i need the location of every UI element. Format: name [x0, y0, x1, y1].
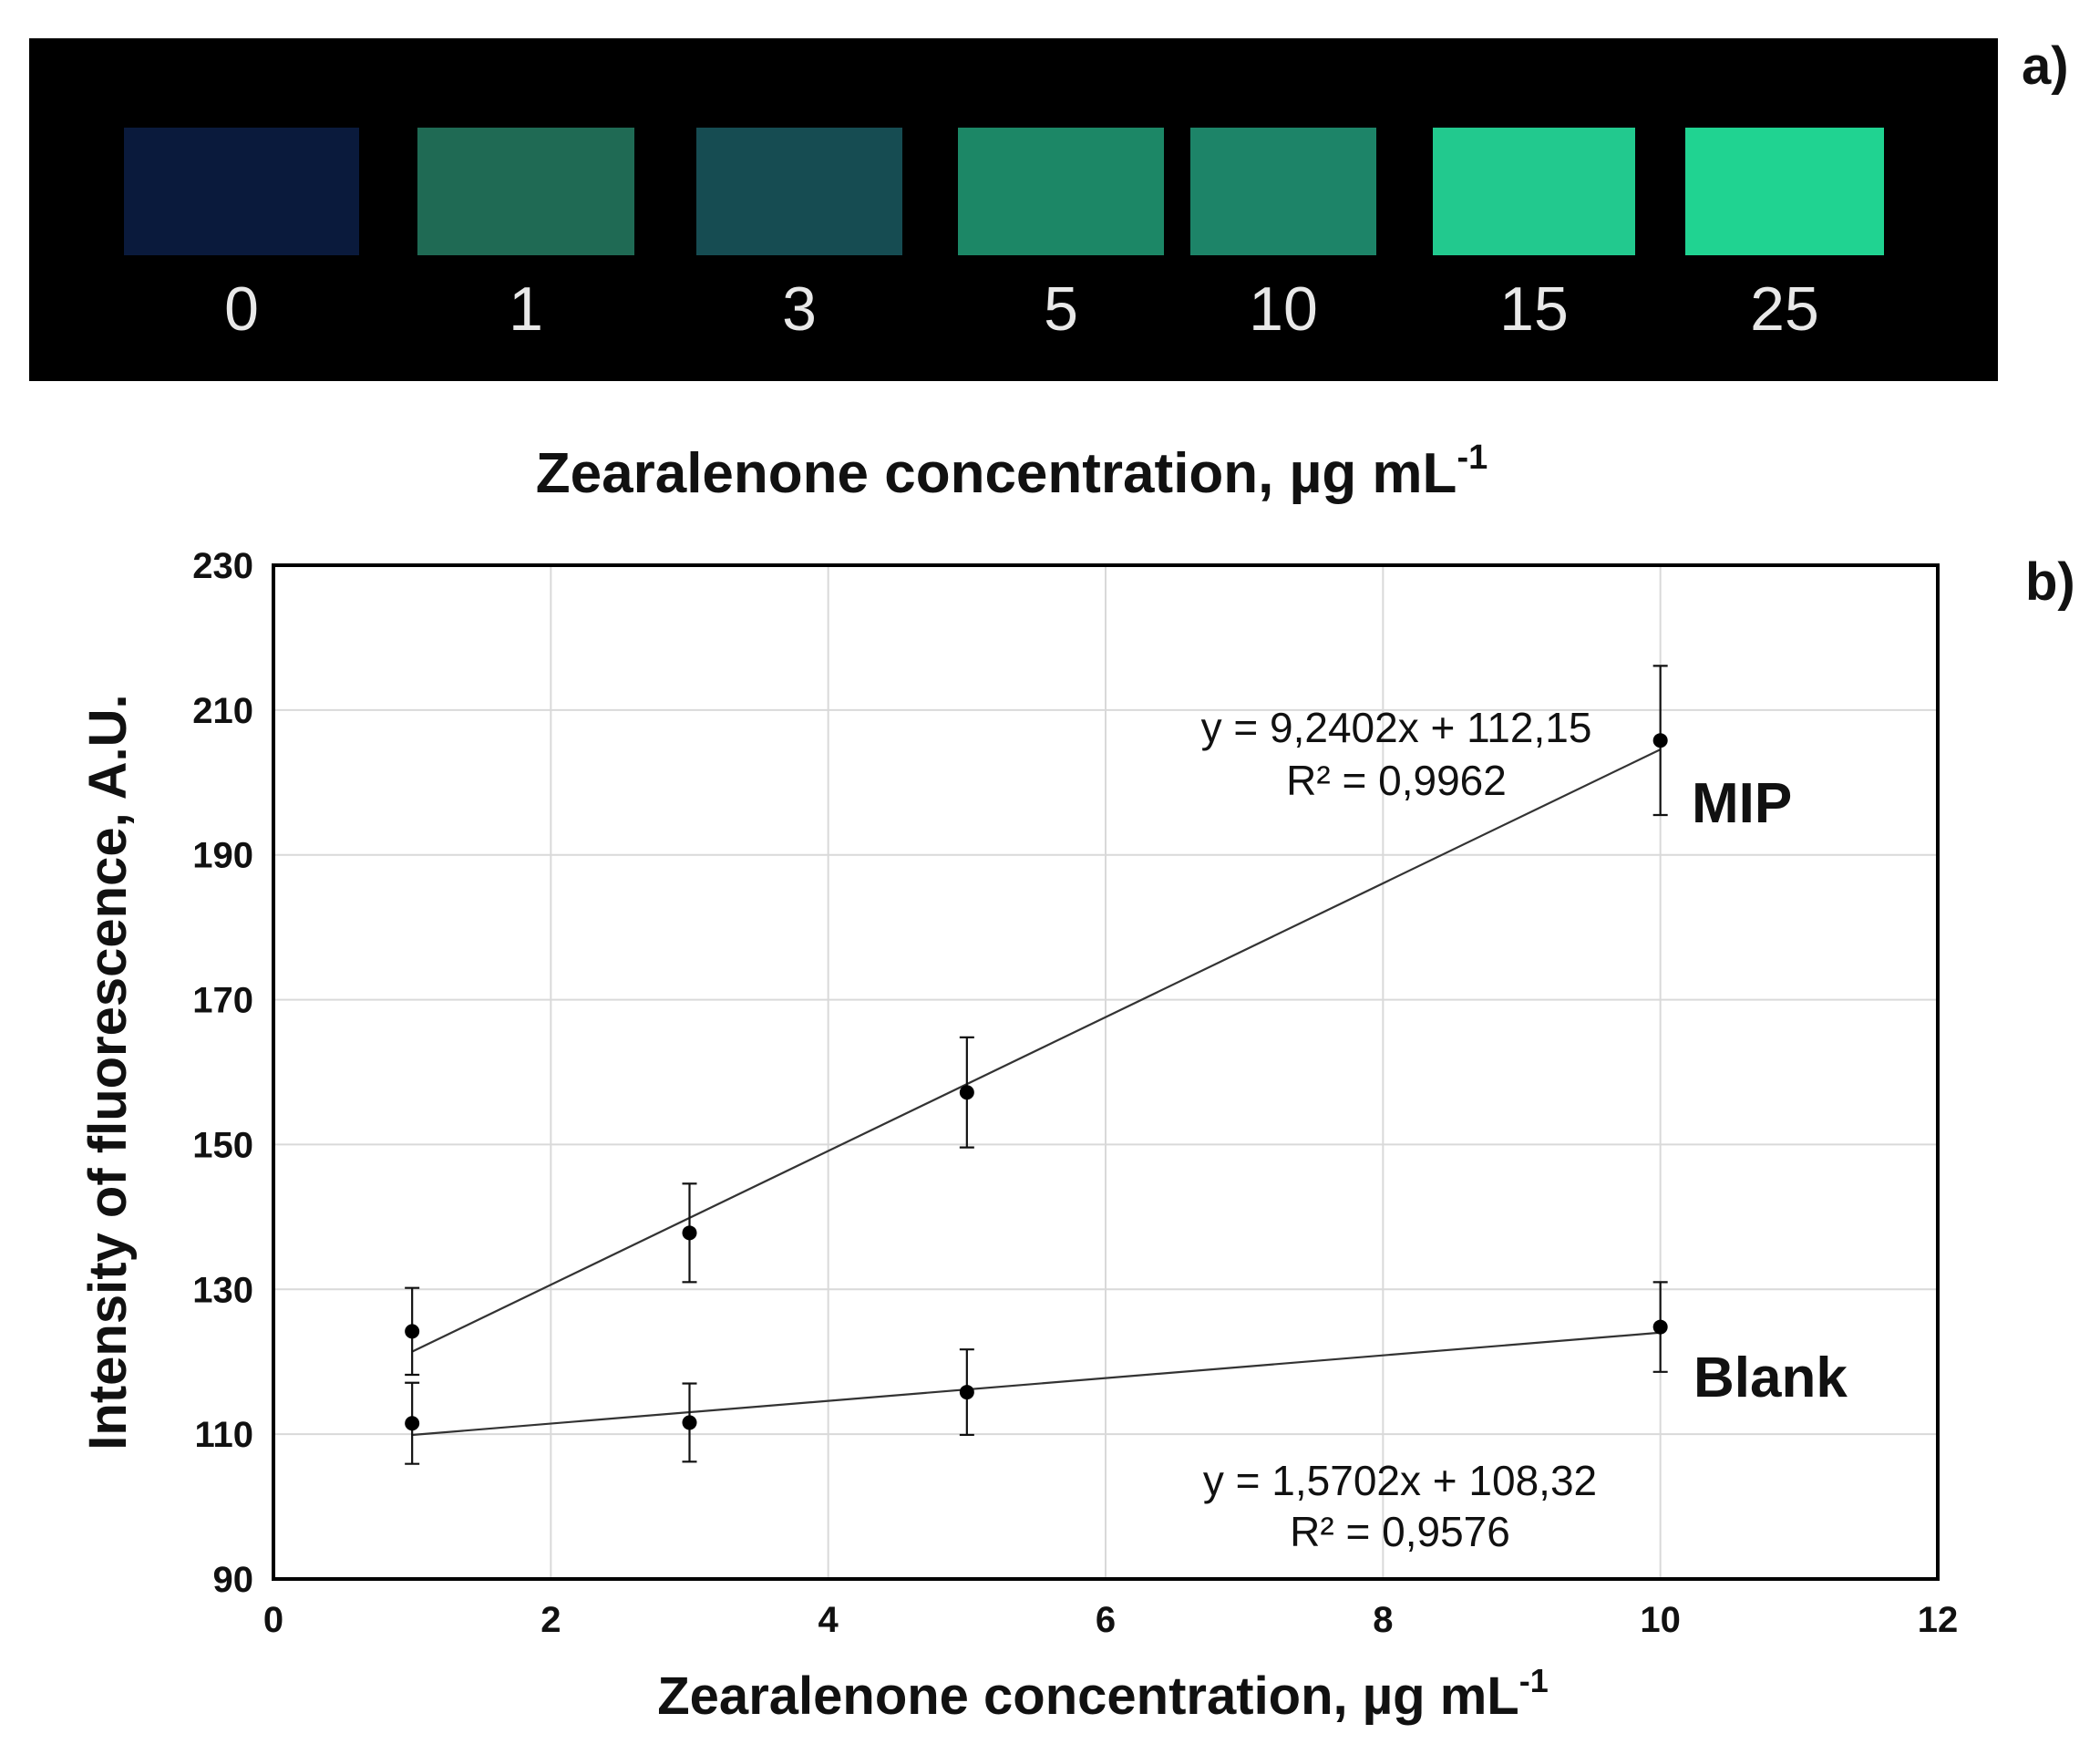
strip-label-10: 10 — [1249, 274, 1318, 344]
blank-point-3 — [682, 1415, 697, 1430]
strip-label-1: 1 — [509, 274, 543, 344]
strip-label-5: 5 — [1044, 274, 1078, 344]
blank-trendline — [412, 1331, 1661, 1437]
data-points — [405, 733, 1668, 1431]
mip-trendline — [411, 748, 1662, 1353]
strip-0 — [124, 128, 359, 255]
plot-area-frame — [272, 563, 1940, 1581]
strip-photo-panel: 0 1 3 5 10 15 25 — [29, 38, 1998, 381]
mip-equation: y = 9,2402x + 112,15 — [1201, 704, 1592, 751]
x-axis-label: Zearalenone concentration, µg mL-1 — [657, 1662, 1549, 1726]
photo-caption-text: Zearalenone concentration, µg mL — [536, 442, 1457, 505]
y-tick-label-230: 230 — [192, 546, 253, 586]
panel-label-a: a) — [2022, 36, 2069, 96]
blank-point-5 — [959, 1385, 974, 1400]
strip-10 — [1190, 128, 1376, 255]
photo-caption: Zearalenone concentration, µg mL-1 — [536, 439, 1488, 505]
x-axis-label-text: Zearalenone concentration, µg mL — [657, 1667, 1518, 1726]
panel-label-b: b) — [2025, 552, 2075, 612]
x-tick-labels: 0 2 4 6 8 10 12 — [263, 1600, 1958, 1640]
mip-point-5 — [959, 1085, 974, 1100]
y-tick-labels: 90 110 130 150 170 190 210 230 — [192, 546, 253, 1600]
x-tick-label-0: 0 — [263, 1600, 283, 1640]
mip-point-1 — [405, 1324, 420, 1339]
y-tick-label-190: 190 — [192, 836, 253, 876]
strip-label-15: 15 — [1499, 274, 1569, 344]
x-tick-label-12: 12 — [1918, 1600, 1959, 1640]
series-label-blank: Blank — [1693, 1347, 1848, 1409]
trendlines — [411, 748, 1662, 1437]
grid-lines — [273, 564, 1939, 1580]
x-tick-label-2: 2 — [540, 1600, 561, 1640]
x-tick-label-10: 10 — [1640, 1600, 1681, 1640]
blank-point-10 — [1652, 1319, 1668, 1335]
x-tick-label-8: 8 — [1373, 1600, 1393, 1640]
strip-group: 0 1 3 5 10 15 25 — [124, 128, 1884, 344]
y-tick-label-130: 130 — [192, 1270, 253, 1310]
blank-equation: y = 1,5702x + 108,32 — [1203, 1457, 1597, 1504]
x-tick-label-6: 6 — [1096, 1600, 1116, 1640]
blank-r-squared: R² = 0,9576 — [1290, 1508, 1510, 1555]
y-tick-label-150: 150 — [192, 1125, 253, 1165]
y-tick-label-110: 110 — [194, 1415, 253, 1455]
strip-1 — [417, 128, 634, 255]
x-axis-label-superscript: -1 — [1519, 1662, 1549, 1699]
strip-label-3: 3 — [782, 274, 817, 344]
series-label-mip: MIP — [1692, 772, 1792, 835]
y-axis-label: Intensity of fluorescence, A.U. — [78, 694, 138, 1450]
mip-point-3 — [682, 1225, 697, 1241]
strip-25 — [1685, 128, 1884, 255]
y-tick-label-90: 90 — [213, 1560, 254, 1600]
mip-point-10 — [1652, 733, 1668, 748]
mip-r-squared: R² = 0,9962 — [1286, 757, 1507, 804]
y-tick-label-210: 210 — [192, 691, 253, 731]
y-tick-label-170: 170 — [192, 981, 253, 1021]
blank-point-1 — [405, 1416, 420, 1431]
x-tick-label-4: 4 — [818, 1600, 839, 1640]
strip-label-25: 25 — [1750, 274, 1819, 344]
strip-label-0: 0 — [224, 274, 259, 344]
strip-5 — [958, 128, 1164, 255]
photo-caption-superscript: -1 — [1457, 439, 1488, 477]
strip-3 — [696, 128, 902, 255]
strip-15 — [1433, 128, 1635, 255]
